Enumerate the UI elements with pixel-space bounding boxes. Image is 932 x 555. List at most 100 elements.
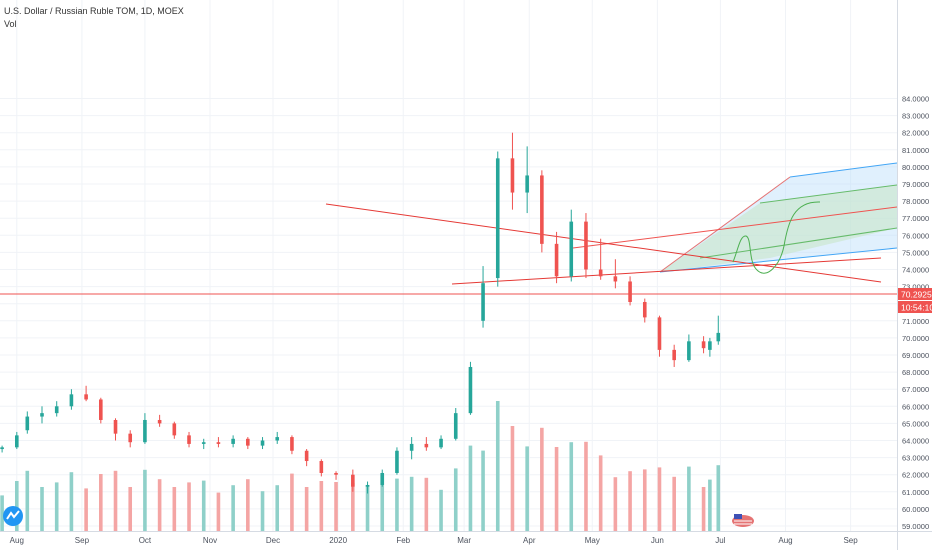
y-tick-label: 59.0000	[902, 522, 929, 531]
y-tick-label: 65.0000	[902, 419, 929, 428]
candle-body	[84, 394, 88, 400]
volume-bar	[380, 475, 385, 531]
y-tick-label: 70.0000	[902, 334, 929, 343]
y-tick-label: 75.0000	[902, 248, 929, 257]
candle-body	[157, 419, 162, 424]
candle-body	[657, 317, 662, 350]
candle-body	[716, 332, 721, 342]
volume-bar	[99, 474, 103, 531]
candle-body	[365, 484, 370, 487]
candle-body	[334, 472, 338, 475]
volume-bar	[157, 479, 162, 531]
candle-body	[290, 437, 294, 451]
volume-bar	[260, 491, 265, 531]
volume-bar	[143, 469, 147, 531]
candle-body	[468, 366, 473, 414]
volume-bar	[0, 495, 4, 531]
candle-body	[0, 447, 4, 450]
y-tick-label: 78.0000	[902, 197, 929, 206]
projection-curve	[732, 201, 821, 274]
volume-bar	[584, 441, 588, 531]
y-tick-label: 61.0000	[902, 488, 929, 497]
candle-body	[554, 243, 559, 277]
x-tick-label: Sep	[843, 536, 858, 545]
candle-body	[275, 437, 280, 441]
candle-body	[628, 281, 632, 302]
x-tick-label: Jun	[651, 536, 664, 545]
candle-body	[525, 175, 529, 193]
current-price-tags: 70.2925 10:54:10	[898, 288, 932, 313]
y-tick-label: 83.0000	[902, 112, 929, 121]
candle-body	[25, 416, 30, 431]
candle-body	[99, 399, 103, 420]
volume-bar	[15, 481, 19, 531]
x-tick-label: Nov	[203, 536, 217, 545]
candle-body	[54, 406, 59, 414]
y-tick-label: 69.0000	[902, 351, 929, 360]
volume-bar	[424, 477, 429, 531]
volume-bar	[334, 482, 338, 531]
volume-indicator-label: Vol	[4, 19, 17, 29]
x-tick-label: Jul	[715, 536, 725, 545]
volume-bar	[439, 489, 443, 531]
trendline-descending	[325, 203, 882, 283]
candle-body	[584, 221, 588, 270]
volume-bar	[25, 470, 30, 531]
volume-bar	[231, 485, 235, 531]
y-tick-label: 81.0000	[902, 146, 929, 155]
candle-body	[672, 349, 676, 361]
candle-body	[540, 175, 544, 244]
volume-bar	[495, 401, 500, 531]
candle-body	[319, 461, 324, 473]
volume-bar	[246, 479, 250, 531]
y-tick-label: 82.0000	[902, 129, 929, 138]
volume-bar	[540, 427, 544, 531]
channel-edge-top	[789, 162, 898, 178]
y-tick-label: 80.0000	[902, 163, 929, 172]
candle-body	[40, 413, 44, 417]
volume-bar	[128, 487, 133, 531]
y-tick-label: 67.0000	[902, 385, 929, 394]
volume-bar	[365, 485, 370, 531]
candles	[0, 132, 721, 494]
channel-edge-mid	[572, 206, 898, 249]
channel-edge-bottom	[659, 247, 898, 273]
volume-bar	[275, 485, 280, 531]
volume-bar	[290, 473, 294, 531]
x-tick-label: 2020	[329, 536, 347, 545]
volume-bar	[54, 482, 59, 531]
candle-body	[598, 269, 603, 277]
x-tick-label: May	[585, 536, 600, 545]
trendline-ascending	[451, 257, 882, 285]
candle-body	[395, 450, 399, 473]
candle-body	[351, 474, 355, 487]
volume-bar	[468, 445, 473, 531]
volume-bar	[481, 450, 485, 531]
candle-body	[439, 438, 443, 448]
volume-bar	[628, 471, 632, 531]
volume-bar	[672, 476, 676, 531]
volume-bar	[613, 477, 618, 531]
channel-fill-lower	[660, 185, 897, 272]
y-tick-label: 77.0000	[902, 214, 929, 223]
candle-body	[128, 433, 133, 443]
x-tick-label: Apr	[523, 536, 536, 545]
x-tick-label: Oct	[139, 536, 152, 545]
grid	[0, 0, 897, 531]
y-tick-label: 60.0000	[902, 505, 929, 514]
candle-body	[380, 472, 385, 485]
candle-body	[687, 341, 691, 361]
tradingview-logo-icon[interactable]	[3, 506, 23, 526]
candle-body	[481, 283, 485, 321]
x-tick-label: Aug	[778, 536, 792, 545]
candle-body	[69, 394, 74, 407]
volume-bar	[409, 476, 414, 531]
volume-bar	[708, 479, 712, 531]
channel-edge-green	[759, 184, 898, 204]
candle-body	[613, 276, 618, 282]
volume-bars	[0, 401, 721, 531]
candle-body	[201, 442, 206, 444]
